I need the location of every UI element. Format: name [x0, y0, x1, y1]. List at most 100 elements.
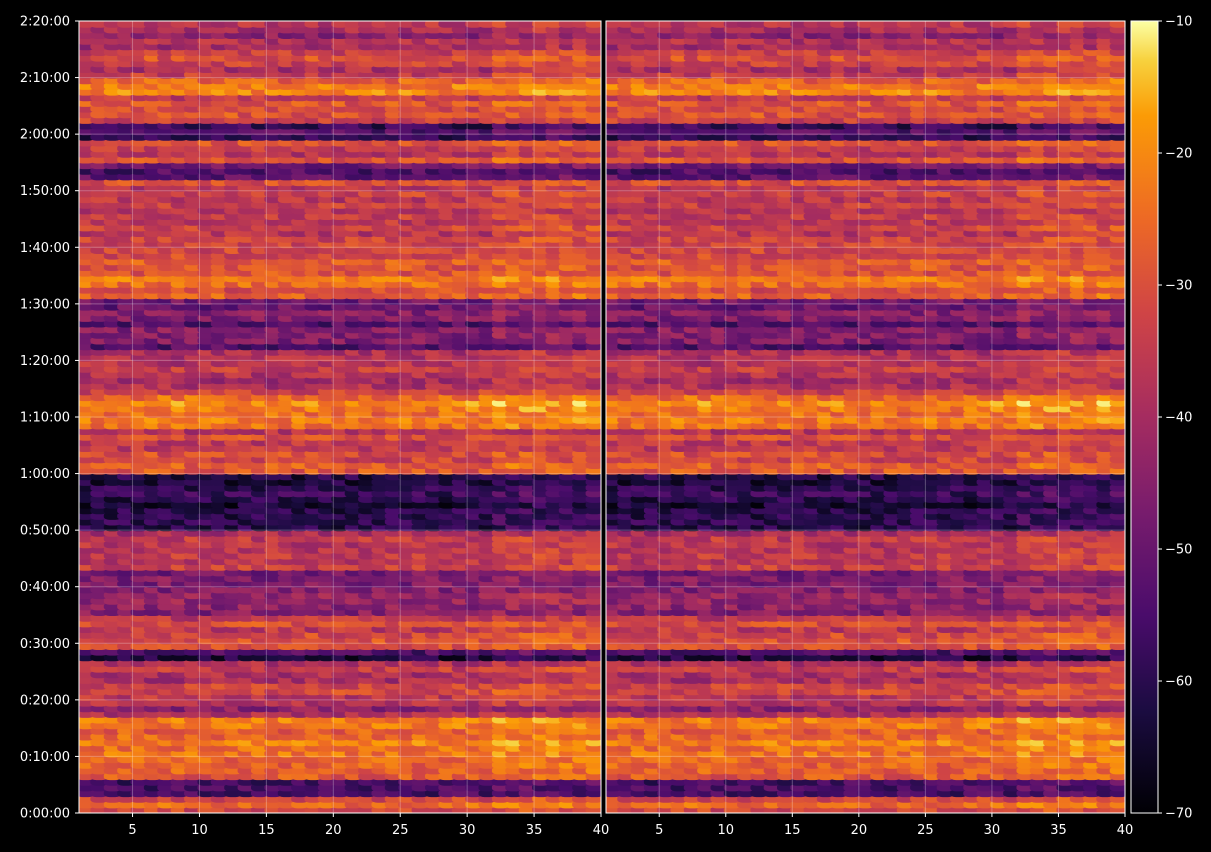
- heat-cell: [157, 472, 175, 481]
- heat-cell: [197, 336, 215, 345]
- heat-cell: [438, 421, 456, 430]
- heat-cell: [505, 523, 523, 532]
- heat-cell: [532, 302, 550, 311]
- heat-cell: [384, 365, 403, 373]
- heat-cell: [130, 642, 148, 650]
- heat-cell: [210, 178, 229, 187]
- heat-cell: [532, 404, 550, 413]
- heat-cell: [558, 483, 577, 492]
- heat-cell: [117, 681, 135, 690]
- heat-cell: [438, 512, 456, 520]
- heat-cell: [264, 642, 282, 650]
- heat-cell: [398, 257, 416, 266]
- heat-cell: [518, 104, 537, 113]
- heat-cell: [425, 563, 443, 571]
- heat-cell: [264, 167, 282, 175]
- heat-cell: [143, 263, 162, 271]
- heat-cell: [545, 285, 563, 294]
- heat-cell: [491, 342, 510, 351]
- heat-cell: [184, 710, 202, 718]
- heat-cell: [304, 382, 322, 390]
- heat-cell: [478, 472, 496, 481]
- heat-cell: [438, 325, 456, 334]
- heat-cell: [317, 710, 336, 718]
- heat-cell: [545, 127, 563, 136]
- heat-cell: [331, 631, 349, 639]
- heat-cell: [90, 698, 108, 707]
- heat-cell: [572, 138, 590, 147]
- heat-cell: [398, 653, 416, 662]
- heat-cell: [197, 523, 215, 532]
- heat-cell: [143, 274, 162, 283]
- heat-cell: [143, 127, 162, 136]
- heat-cell: [425, 235, 443, 243]
- heat-cell: [558, 500, 577, 509]
- heat-cell: [465, 138, 483, 147]
- heat-cell: [558, 404, 577, 413]
- heat-cell: [170, 433, 189, 441]
- heat-cell: [358, 800, 376, 809]
- heat-cell: [558, 461, 577, 469]
- heat-cell: [344, 670, 363, 679]
- heat-cell: [143, 523, 162, 532]
- heat-cell: [532, 710, 550, 718]
- heat-cell: [344, 235, 363, 243]
- heat-cell: [572, 382, 590, 390]
- heat-cell: [411, 336, 429, 345]
- heat-cell: [157, 353, 175, 362]
- heat-cell: [505, 87, 523, 96]
- heat-cell: [157, 693, 175, 701]
- heat-cell: [90, 500, 108, 509]
- heat-cell: [438, 206, 456, 215]
- heat-cell: [572, 444, 590, 452]
- heat-cell: [251, 495, 269, 503]
- heat-cell: [117, 563, 135, 571]
- heat-cell: [304, 365, 322, 373]
- heat-cell: [304, 738, 322, 747]
- heat-cell: [545, 297, 563, 305]
- heat-cell: [465, 653, 483, 662]
- heat-cell: [143, 619, 162, 628]
- heat-cell: [291, 138, 309, 147]
- heat-cell: [478, 116, 496, 124]
- heat-cell: [344, 433, 363, 441]
- heat-cell: [398, 721, 416, 730]
- heat-cell: [237, 223, 255, 232]
- heat-cell: [344, 551, 363, 560]
- heat-cell: [344, 223, 363, 232]
- heat-cell: [465, 342, 483, 351]
- heat-cell: [304, 563, 322, 571]
- heat-cell: [465, 87, 483, 96]
- heat-cell: [317, 540, 336, 549]
- heat-cell: [478, 127, 496, 136]
- heat-cell: [425, 540, 443, 549]
- heat-cell: [344, 365, 363, 373]
- heat-cell: [264, 195, 282, 204]
- heat-cell: [451, 314, 470, 322]
- heat-cell: [237, 235, 255, 243]
- heat-cell: [478, 144, 496, 153]
- heat-cell: [545, 653, 563, 662]
- heat-cell: [518, 342, 537, 351]
- heat-cell: [117, 416, 135, 424]
- heat-cell: [264, 116, 282, 124]
- heat-cell: [184, 772, 202, 781]
- heat-cell: [157, 721, 175, 730]
- heat-cell: [130, 591, 148, 600]
- heat-cell: [224, 218, 242, 226]
- heat-cell: [451, 681, 470, 690]
- heat-cell: [117, 483, 135, 492]
- heat-cell: [451, 772, 470, 781]
- heat-cell: [90, 302, 108, 311]
- heat-cell: [411, 800, 429, 809]
- heat-cell: [291, 614, 309, 622]
- heat-cell: [90, 789, 108, 798]
- heat-cell: [371, 563, 389, 571]
- heat-cell: [103, 614, 122, 622]
- heat-cell: [398, 138, 416, 147]
- heat-cell: [518, 614, 537, 622]
- heat-cell: [505, 602, 523, 611]
- heat-cell: [558, 778, 577, 786]
- heat-cell: [371, 642, 389, 650]
- heat-cell: [545, 155, 563, 164]
